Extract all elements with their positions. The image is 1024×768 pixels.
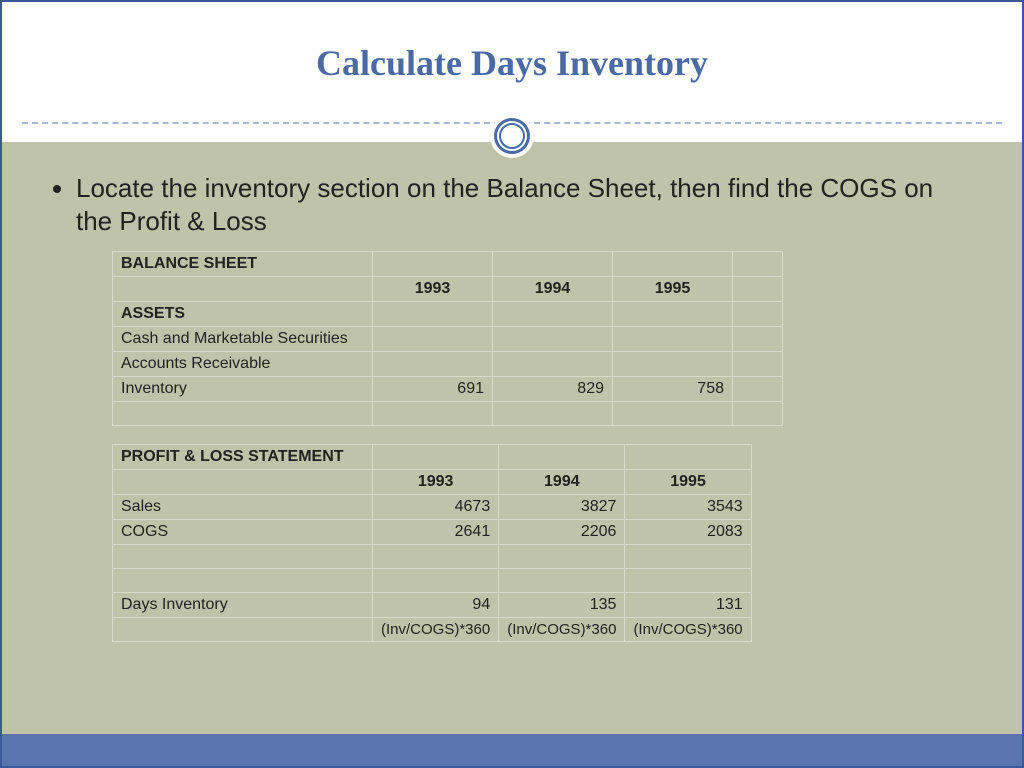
table-row — [113, 569, 752, 593]
table-row: PROFIT & LOSS STATEMENT — [113, 445, 752, 470]
cell-value: 135 — [499, 593, 625, 618]
cell-value: 3827 — [499, 495, 625, 520]
table-row: Accounts Receivable — [113, 352, 783, 377]
cell-value: 691 — [373, 377, 493, 402]
assets-label: ASSETS — [113, 302, 373, 327]
table-row — [113, 402, 783, 426]
cell-value: 3543 — [625, 495, 751, 520]
year-header: 1995 — [613, 277, 733, 302]
page-title: Calculate Days Inventory — [2, 2, 1022, 84]
row-label: COGS — [113, 520, 373, 545]
cell-value: 2641 — [373, 520, 499, 545]
ring-ornament — [490, 114, 534, 158]
cell-value: 94 — [373, 593, 499, 618]
year-header: 1995 — [625, 470, 751, 495]
table-row: Days Inventory 94 135 131 — [113, 593, 752, 618]
header: Calculate Days Inventory — [2, 2, 1022, 142]
formula-cell: (Inv/COGS)*360 — [625, 618, 751, 642]
cell-value: 131 — [625, 593, 751, 618]
bullet-text: Locate the inventory section on the Bala… — [76, 172, 972, 237]
table-row: 1993 1994 1995 — [113, 277, 783, 302]
year-header: 1993 — [373, 470, 499, 495]
row-label: Days Inventory — [113, 593, 373, 618]
cell-value: 2206 — [499, 520, 625, 545]
cell-value: 758 — [613, 377, 733, 402]
year-header: 1993 — [373, 277, 493, 302]
formula-cell: (Inv/COGS)*360 — [499, 618, 625, 642]
slide: Calculate Days Inventory Locate the inve… — [0, 0, 1024, 768]
table-row: BALANCE SHEET — [113, 252, 783, 277]
table-row: Cash and Marketable Securities — [113, 327, 783, 352]
year-header: 1994 — [493, 277, 613, 302]
balance-sheet-table: BALANCE SHEET 1993 1994 1995 ASSETS Cash… — [112, 251, 783, 426]
table-row: Inventory 691 829 758 — [113, 377, 783, 402]
table-row: ASSETS — [113, 302, 783, 327]
profit-loss-table: PROFIT & LOSS STATEMENT 1993 1994 1995 S… — [112, 444, 752, 642]
footer-bar — [2, 734, 1022, 766]
row-label: Cash and Marketable Securities — [113, 327, 373, 352]
body: Locate the inventory section on the Bala… — [2, 142, 1022, 642]
cell-value: 4673 — [373, 495, 499, 520]
table-row — [113, 545, 752, 569]
table-row: COGS 2641 2206 2083 — [113, 520, 752, 545]
year-header: 1994 — [499, 470, 625, 495]
row-label: Sales — [113, 495, 373, 520]
table-row: 1993 1994 1995 — [113, 470, 752, 495]
cell-value: 829 — [493, 377, 613, 402]
tables-region: BALANCE SHEET 1993 1994 1995 ASSETS Cash… — [52, 251, 972, 642]
bs-heading: BALANCE SHEET — [113, 252, 373, 277]
formula-cell: (Inv/COGS)*360 — [373, 618, 499, 642]
cell-value: 2083 — [625, 520, 751, 545]
table-row: Sales 4673 3827 3543 — [113, 495, 752, 520]
row-label: Inventory — [113, 377, 373, 402]
row-label: Accounts Receivable — [113, 352, 373, 377]
pl-heading: PROFIT & LOSS STATEMENT — [113, 445, 373, 470]
table-row: (Inv/COGS)*360 (Inv/COGS)*360 (Inv/COGS)… — [113, 618, 752, 642]
